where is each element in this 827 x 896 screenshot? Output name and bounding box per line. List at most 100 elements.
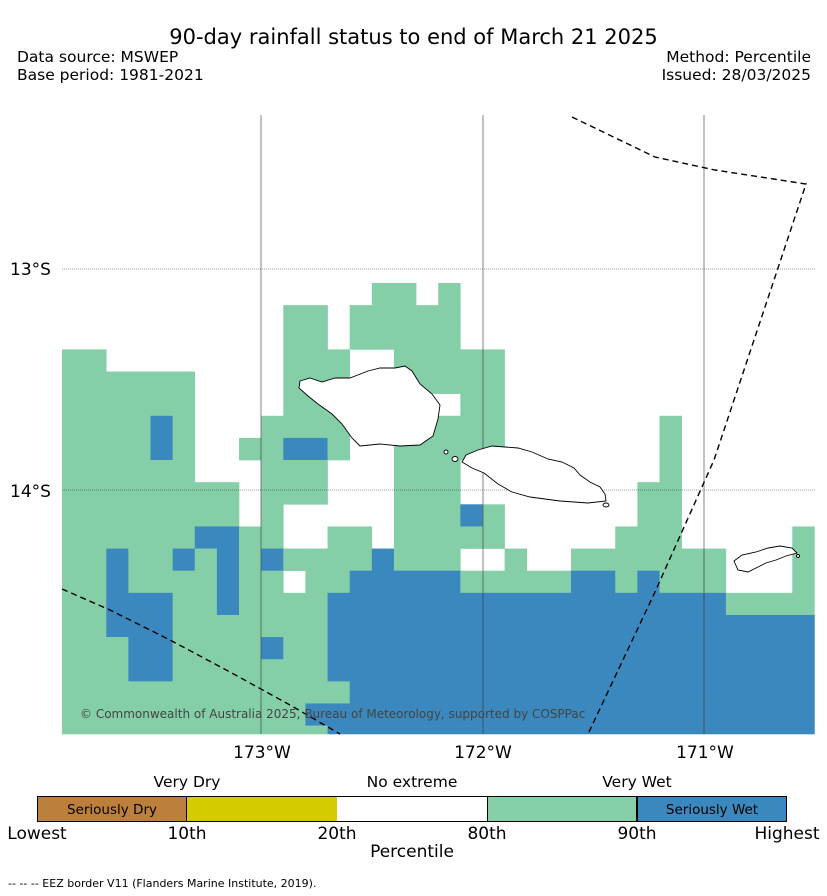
grid-cell-very-wet: [393, 504, 461, 527]
grid-cell-very-wet: [62, 725, 328, 735]
grid-cell-seriously-wet: [261, 637, 284, 660]
grid-cell-seriously-wet: [349, 570, 461, 594]
grid-cell-very-wet: [393, 482, 461, 505]
grid-cell-seriously-wet: [216, 570, 240, 594]
lon-tick-173w: 173°W: [233, 743, 291, 760]
grid-cell-very-wet: [239, 570, 284, 594]
base-period-text: Base period: 1981-2021: [17, 66, 204, 84]
grid-cell-very-wet: [62, 681, 350, 704]
lon-tick-172w: 172°W: [454, 743, 512, 760]
grid-cell-seriously-wet: [150, 437, 173, 461]
grid-cell-seriously-wet: [106, 570, 129, 594]
grid-cell-very-wet: [261, 504, 284, 527]
grid-cell-very-wet: [62, 548, 107, 571]
island-nuutele: [602, 502, 610, 508]
grid-cell-very-wet: [62, 703, 306, 726]
cbar-tick-90th: 90th: [617, 824, 657, 844]
grid-cell-very-wet: [283, 548, 306, 571]
cbar-label-very-dry: Very Dry: [153, 773, 221, 791]
grid-cell-seriously-wet: [128, 659, 173, 682]
grid-cell-very-wet: [62, 437, 151, 461]
grid-cell-very-wet: [615, 526, 682, 549]
grid-cell-very-wet: [393, 460, 461, 483]
grid-cell-seriously-wet: [327, 725, 815, 735]
grid-cell-very-wet: [393, 548, 461, 571]
page-title: 90-day rainfall status to end of March 2…: [169, 25, 658, 49]
grid-cell-very-wet: [62, 570, 107, 594]
grid-cell-seriously-wet: [327, 637, 815, 660]
grid-cell-very-wet: [460, 570, 572, 594]
cbar-label-no-extreme: No extreme: [366, 773, 458, 791]
grid-cell-very-wet: [62, 637, 129, 660]
data-source-text: Data source: MSWEP: [17, 48, 179, 66]
cbar-seg-dry: [187, 796, 337, 822]
grid-cell-very-wet: [62, 371, 196, 394]
grid-cell-very-wet: [504, 548, 528, 571]
grid-cell-seriously-wet: [327, 614, 727, 638]
grid-cell-very-wet: [659, 460, 682, 483]
grid-cell-very-wet: [62, 526, 196, 549]
grid-cell-very-wet: [62, 393, 196, 417]
grid-cell-very-wet: [438, 283, 461, 306]
grid-cell-very-wet: [239, 548, 262, 571]
grid-cell-seriously-wet: [106, 592, 173, 616]
copyright-text: © Commonwealth of Australia 2025, Bureau…: [80, 707, 585, 721]
grid-cell-seriously-wet: [216, 592, 240, 616]
grid-cell-very-wet: [349, 305, 461, 328]
grid-cell-very-wet: [172, 437, 196, 461]
grid-cell-seriously-wet: [106, 614, 173, 638]
eez-border: [61, 116, 807, 735]
grid-cell-very-wet: [792, 570, 815, 594]
grid-cell-very-wet: [62, 592, 107, 616]
grid-cells: [62, 283, 815, 735]
grid-cell-very-wet: [393, 349, 505, 372]
grid-cell-seriously-wet: [637, 570, 660, 594]
island-upolu: [461, 445, 607, 504]
graticule: [62, 115, 815, 734]
grid-cell-seriously-wet: [371, 548, 395, 571]
grid-cell-very-wet: [239, 437, 284, 461]
grid-cell-very-wet: [62, 614, 107, 638]
grid-cell-very-wet: [725, 592, 793, 616]
method-text: Method: Percentile: [666, 48, 811, 66]
cbar-label-very-wet: Very Wet: [602, 773, 672, 791]
grid-cell-very-wet: [792, 592, 815, 616]
grid-cell-seriously-wet: [128, 637, 173, 660]
grid-cell-seriously-wet: [172, 548, 196, 571]
grid-cell-very-wet: [172, 592, 218, 616]
grid-cell-very-wet: [62, 460, 196, 483]
grid-cell-very-wet: [128, 570, 218, 594]
meta-right: Method: Percentile Issued: 28/03/2025: [662, 48, 811, 84]
footnote: -- -- -- EEZ border V11 (Flanders Marine…: [8, 877, 317, 890]
lat-tick-14s: 14°S: [10, 482, 51, 502]
cbar-seg-seriously-wet: Seriously Wet: [637, 796, 787, 822]
meta-left: Data source: MSWEP Base period: 1981-202…: [17, 48, 204, 84]
grid-cell-very-wet: [261, 415, 350, 439]
grid-cell-very-wet: [128, 548, 173, 571]
grid-cell-seriously-wet: [216, 548, 240, 571]
grid-cell-very-wet: [637, 504, 682, 527]
grid-cell-very-wet: [172, 637, 262, 660]
grid-cell-very-wet: [62, 415, 151, 439]
grid-cell-very-wet: [482, 504, 505, 527]
island-savaii: [298, 365, 441, 447]
grid-cell-very-wet: [62, 659, 129, 682]
grid-cell-very-wet: [62, 504, 240, 527]
grid-cell-seriously-wet: [327, 592, 727, 616]
issued-text: Issued: 28/03/2025: [661, 66, 811, 84]
grid-cell-very-wet: [327, 526, 373, 549]
grid-cell-seriously-wet: [106, 548, 129, 571]
grid-cell-seriously-wet: [349, 681, 815, 704]
cbar-tick-80th: 80th: [467, 824, 507, 844]
eez-line-west: [61, 588, 341, 735]
grid-cell-very-wet: [194, 548, 218, 571]
cbar-tick-10th: 10th: [167, 824, 207, 844]
grid-cell-seriously-wet: [150, 415, 173, 439]
cbar-xlabel: Percentile: [370, 842, 454, 862]
island-apolima: [443, 449, 449, 455]
grid-cell-very-wet: [659, 570, 727, 594]
cbar-seg-wet: [487, 796, 637, 822]
grid-cell-seriously-wet: [261, 548, 284, 571]
grid-cell-very-wet: [371, 283, 417, 306]
grid-cell-very-wet: [327, 437, 350, 461]
